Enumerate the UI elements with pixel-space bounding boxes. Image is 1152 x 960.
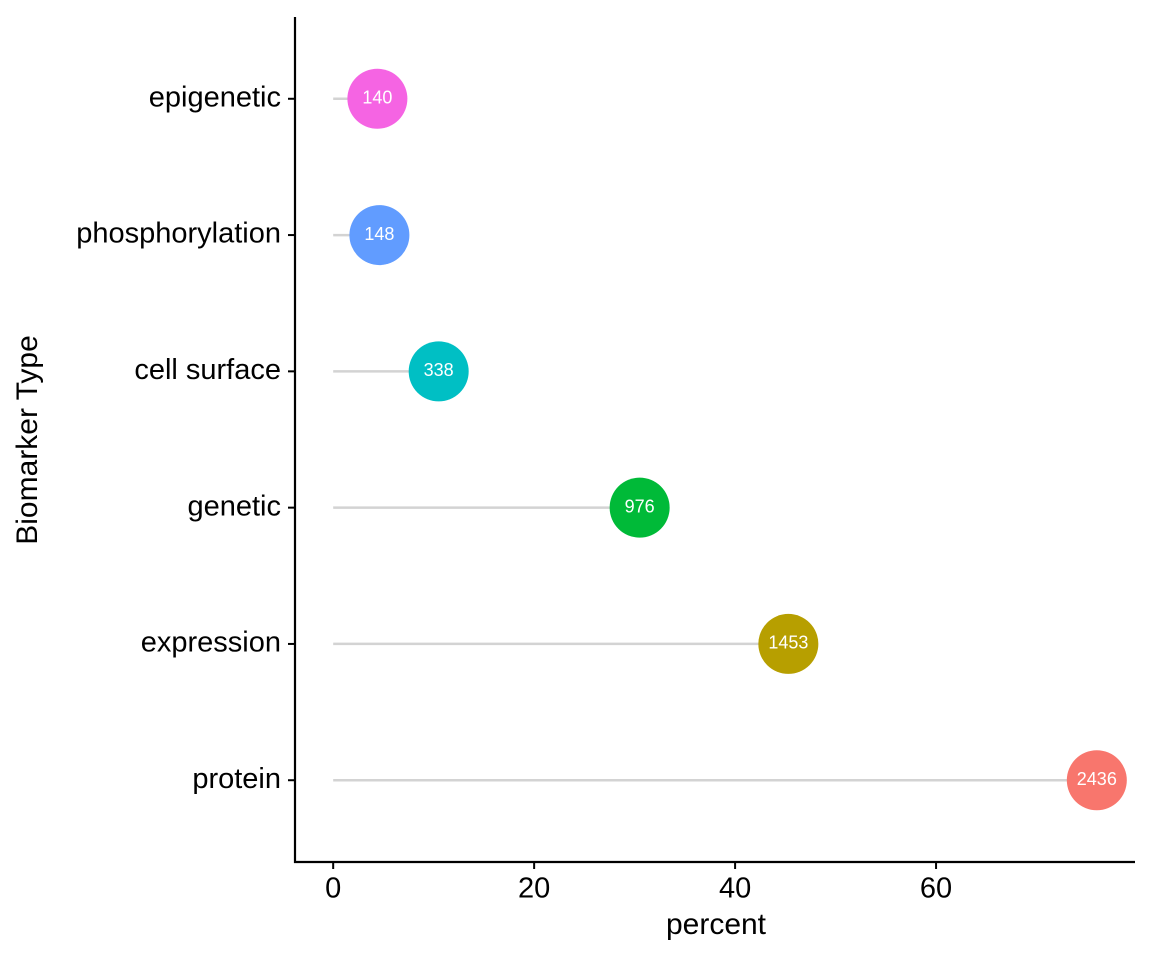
- point-label: 338: [424, 360, 454, 380]
- x-tick-label: 20: [518, 873, 550, 905]
- point: [349, 205, 410, 266]
- y-tick-label: genetic: [187, 490, 281, 522]
- point: [347, 68, 408, 129]
- point-label: 148: [364, 224, 394, 244]
- point: [408, 341, 469, 402]
- point: [758, 613, 819, 674]
- y-tick-label: epigenetic: [149, 81, 281, 113]
- x-tick-label: 40: [719, 873, 751, 905]
- point-label: 140: [362, 88, 392, 108]
- y-axis-title: Biomarker Type: [11, 335, 44, 545]
- x-tick-label: 0: [325, 873, 341, 905]
- point-label: 976: [625, 496, 655, 516]
- x-tick-label: 60: [920, 873, 952, 905]
- point-label: 2436: [1077, 769, 1117, 789]
- y-tick-label: protein: [192, 763, 281, 795]
- point: [1066, 750, 1127, 811]
- point-label: 1453: [768, 633, 808, 653]
- y-tick-label: phosphorylation: [76, 218, 281, 250]
- y-tick-label: expression: [141, 627, 281, 659]
- point: [609, 477, 670, 538]
- x-axis-title: percent: [666, 908, 767, 941]
- y-tick-label: cell surface: [134, 354, 281, 386]
